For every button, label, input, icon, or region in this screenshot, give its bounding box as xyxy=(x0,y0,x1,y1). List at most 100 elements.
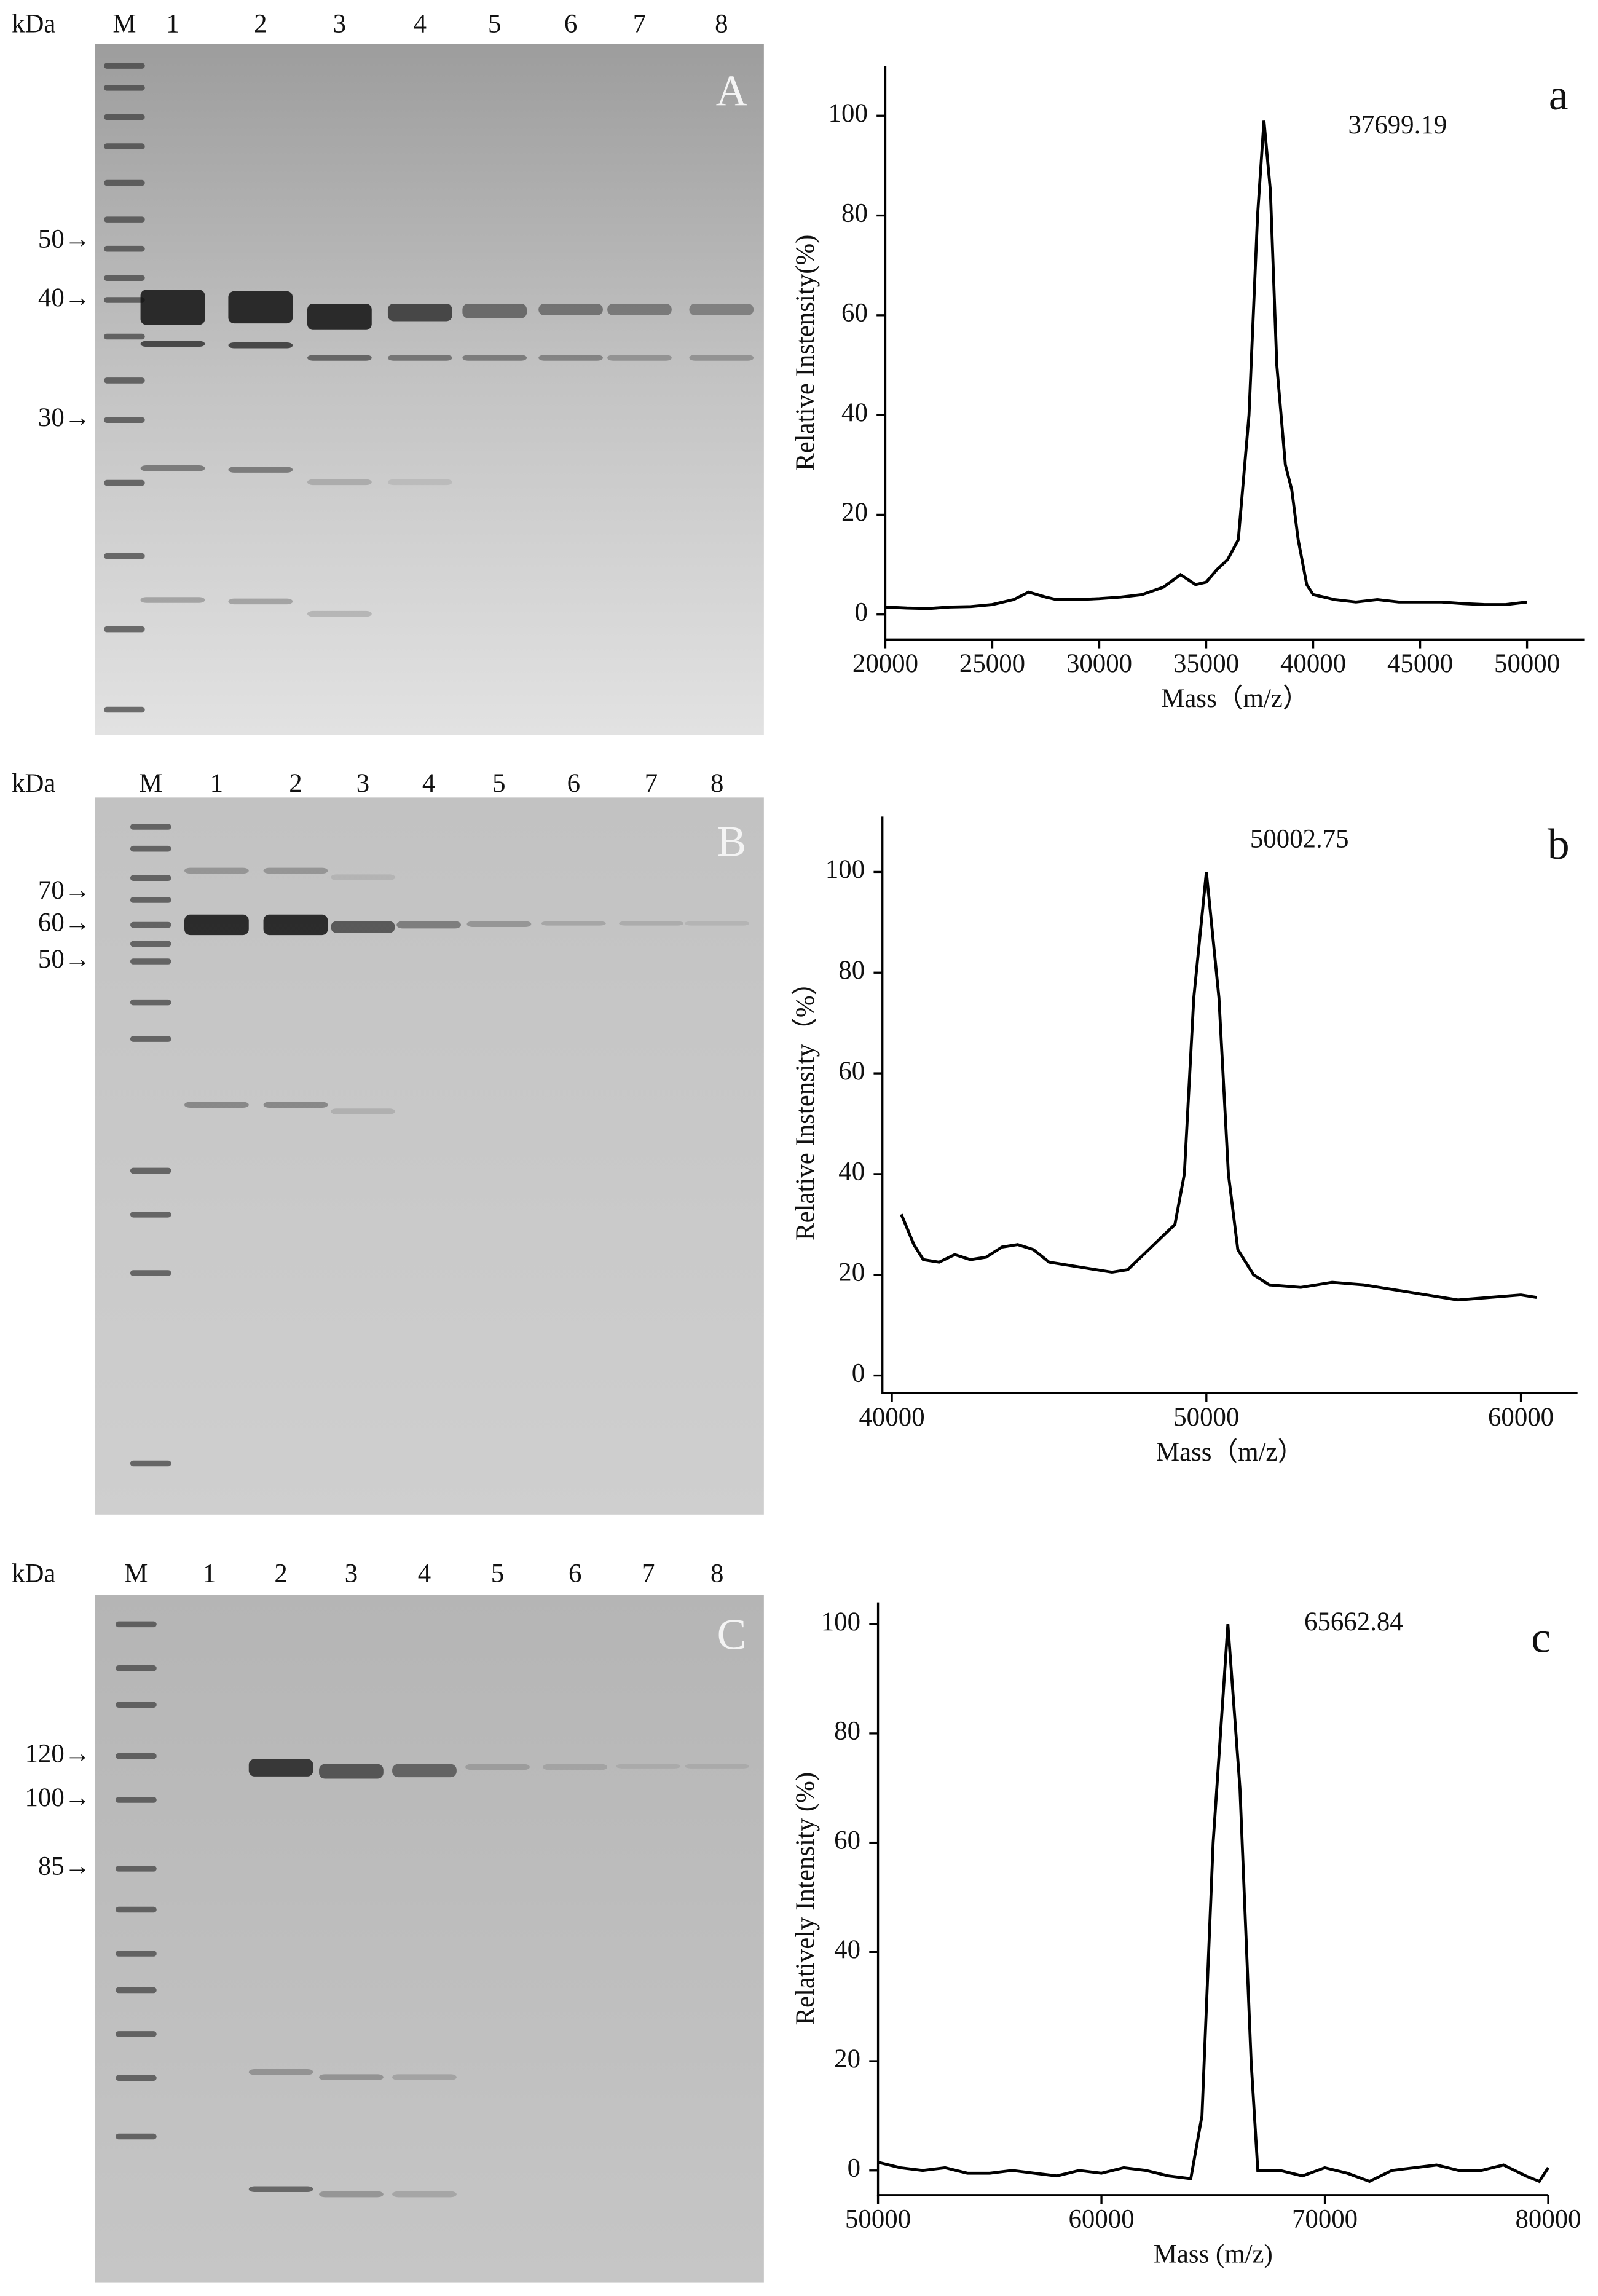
ladder-band xyxy=(116,2133,157,2140)
x-tick-label: 25000 xyxy=(959,649,1025,678)
spectrum-line xyxy=(878,1624,1550,2184)
protein-band xyxy=(607,355,672,361)
lane-label: 8 xyxy=(715,10,728,39)
ladder-band xyxy=(130,897,171,903)
spectrum-line xyxy=(885,120,1527,610)
ladder-band xyxy=(116,1987,157,1994)
y-tick-label: 20 xyxy=(841,498,868,527)
x-tick-label: 80000 xyxy=(1515,2204,1581,2233)
y-tick-label: 40 xyxy=(841,398,868,427)
marker-label: 100→ xyxy=(25,1783,90,1812)
protein-band xyxy=(248,2186,313,2192)
gel-unit: kDa xyxy=(12,10,55,39)
protein-band xyxy=(319,2191,384,2198)
protein-band xyxy=(685,1764,750,1769)
ladder-band xyxy=(130,958,171,965)
protein-band xyxy=(263,867,328,874)
panel-label: a xyxy=(1549,71,1568,119)
x-tick-label: 60000 xyxy=(1488,1403,1554,1432)
ladder-band xyxy=(104,85,145,91)
x-tick-label: 70000 xyxy=(1292,2204,1358,2233)
axes xyxy=(881,816,1578,1394)
x-axis-label: Mass (m/z) xyxy=(1154,2240,1273,2269)
marker-label: 50→ xyxy=(38,945,91,974)
ladder-band xyxy=(104,216,145,223)
ladder-band xyxy=(104,417,145,423)
spectrum-line xyxy=(900,872,1537,1302)
ladder-band xyxy=(130,1270,171,1276)
y-tick-label: 40 xyxy=(834,1935,860,1964)
ladder-band xyxy=(104,275,145,282)
protein-band xyxy=(184,914,249,936)
protein-band xyxy=(396,921,461,929)
protein-band xyxy=(248,1759,313,1777)
protein-band xyxy=(541,921,606,926)
ladder-band xyxy=(104,297,145,303)
x-tick-label: 40000 xyxy=(1280,649,1346,678)
marker-label: 70→ xyxy=(38,876,91,905)
x-tick-label: 30000 xyxy=(1066,649,1132,678)
ladder-band xyxy=(130,941,171,947)
ladder-band xyxy=(130,824,171,830)
gel-panel-label: C xyxy=(717,1611,747,1659)
marker-label: 85→ xyxy=(38,1852,91,1881)
x-axis-label: Mass（m/z） xyxy=(1156,1438,1304,1467)
protein-band xyxy=(685,921,750,926)
axes xyxy=(884,66,1585,641)
ladder-band xyxy=(116,1665,157,1671)
ladder-band xyxy=(104,63,145,69)
lane-label: 1 xyxy=(203,1560,216,1588)
x-tick-label: 60000 xyxy=(1069,2204,1135,2233)
lane-label: 2 xyxy=(274,1560,287,1588)
marker-label: 60→ xyxy=(38,908,91,937)
x-tick-label: 40000 xyxy=(859,1403,925,1432)
protein-band xyxy=(392,1764,457,1778)
marker-label: 40→ xyxy=(38,283,91,312)
protein-band xyxy=(319,2074,384,2080)
lane-label: 6 xyxy=(567,769,580,798)
y-tick-label: 20 xyxy=(834,2045,860,2073)
protein-band xyxy=(140,290,205,325)
lane-label: 3 xyxy=(333,10,346,39)
protein-band xyxy=(392,2191,457,2198)
ladder-band xyxy=(104,333,145,340)
peak-annotation: 65662.84 xyxy=(1304,1608,1403,1636)
y-tick-label: 0 xyxy=(854,598,867,627)
y-tick-label: 100 xyxy=(825,855,865,884)
protein-band xyxy=(319,1764,384,1779)
y-tick-label: 0 xyxy=(852,1359,865,1387)
protein-band xyxy=(140,465,205,471)
lane-label: 8 xyxy=(710,1560,723,1588)
ladder-band xyxy=(116,1906,157,1913)
protein-band xyxy=(248,2069,313,2075)
ladder-band xyxy=(130,921,171,928)
y-axis-label: Relative Instensity（%） xyxy=(791,969,820,1241)
gel-unit: kDa xyxy=(12,769,55,798)
ladder-band xyxy=(116,2075,157,2081)
y-tick-label: 60 xyxy=(834,1826,860,1855)
protein-band xyxy=(466,921,532,928)
protein-band xyxy=(307,355,372,361)
lane-label: 1 xyxy=(166,10,179,39)
x-tick-label: 35000 xyxy=(1173,649,1239,678)
lane-label: 4 xyxy=(422,769,435,798)
protein-band xyxy=(689,355,754,361)
gel-panel-label: A xyxy=(716,66,748,115)
y-tick-label: 40 xyxy=(838,1158,865,1186)
lane-label: 5 xyxy=(492,769,505,798)
gel-image xyxy=(95,1595,764,2283)
y-tick-label: 100 xyxy=(821,1608,860,1636)
y-tick-label: 20 xyxy=(838,1258,865,1287)
lane-label: 6 xyxy=(569,1560,581,1588)
lane-label: 7 xyxy=(645,769,658,798)
protein-band xyxy=(228,467,293,473)
panel-label: c xyxy=(1531,1613,1551,1662)
marker-label: 30→ xyxy=(38,403,91,432)
ladder-band xyxy=(104,479,145,486)
protein-band xyxy=(307,610,372,617)
x-tick-label: 50000 xyxy=(1173,1403,1239,1432)
peak-annotation: 50002.75 xyxy=(1250,825,1349,854)
lane-label: 4 xyxy=(414,10,427,39)
protein-band xyxy=(331,1108,395,1114)
